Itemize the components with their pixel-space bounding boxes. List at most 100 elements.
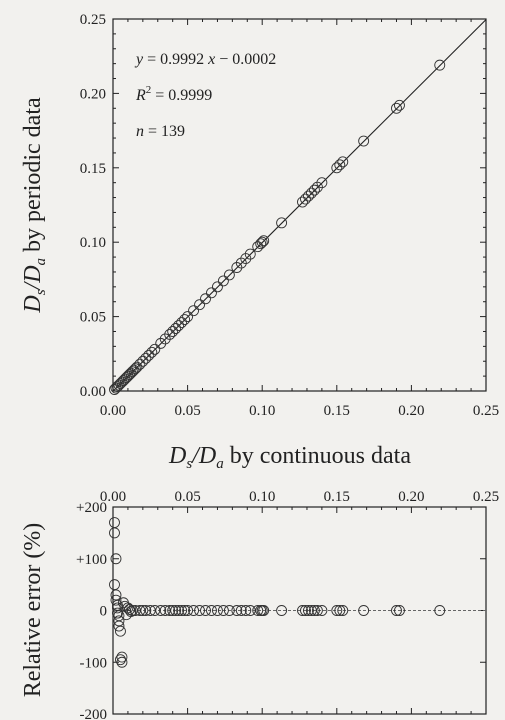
bottom-data-point <box>358 605 370 616</box>
bottom-data-point <box>300 605 311 616</box>
bottom-data-point <box>164 605 176 616</box>
bottom-data-point <box>110 594 122 606</box>
bottom-data-point <box>109 517 120 528</box>
bottom-data-point <box>316 605 328 616</box>
top-data-point <box>240 253 252 265</box>
bottom-x-tick-label: 0.20 <box>398 489 424 505</box>
top-data-point <box>137 355 149 367</box>
top-data-point <box>303 190 314 202</box>
top-data-point <box>252 241 264 253</box>
top-data-point <box>128 364 140 376</box>
top-data-point <box>316 177 328 189</box>
bottom-data-point <box>115 625 126 637</box>
equation-annotation: y = 0.9992 x − 0.0002 <box>134 51 276 68</box>
bottom-data-point <box>258 605 270 616</box>
bottom-data-point <box>155 605 167 616</box>
top-data-point <box>113 379 125 391</box>
top-data-point <box>394 99 405 111</box>
bottom-y-axis-title: Relative error (%) <box>20 523 46 698</box>
bottom-x-tick-label: 0.15 <box>324 489 350 505</box>
top-data-point <box>134 358 146 370</box>
top-data-point <box>126 366 138 378</box>
bottom-data-point <box>252 605 264 616</box>
top-data-point <box>300 193 311 205</box>
bottom-data-point <box>137 605 149 616</box>
top-data-point <box>211 281 223 293</box>
top-y-tick-label: 0.05 <box>80 310 106 326</box>
top-data-point <box>311 181 323 193</box>
bottom-data-point <box>217 605 229 616</box>
top-data-point <box>176 317 188 329</box>
top-data-point <box>334 159 346 171</box>
bottom-x-tick-label: 0.25 <box>473 489 499 505</box>
bottom-x-tick-label: 0.10 <box>249 489 275 505</box>
top-data-point <box>173 320 185 331</box>
top-x-axis-title: Ds/Da by continuous data <box>168 443 411 472</box>
bottom-data-point <box>110 589 122 601</box>
bottom-data-point <box>188 605 200 616</box>
bottom-data-point <box>308 605 320 616</box>
bottom-data-points <box>109 517 446 668</box>
top-data-point <box>167 326 179 337</box>
bottom-data-point <box>113 615 125 627</box>
bottom-data-point <box>297 605 308 616</box>
top-x-tick-label: 0.00 <box>100 403 126 419</box>
n-annotation: n = 139 <box>136 123 185 140</box>
top-y-tick-label: 0.10 <box>80 235 106 251</box>
bottom-data-point <box>140 605 152 616</box>
top-data-point <box>194 299 205 311</box>
top-data-point <box>231 262 243 273</box>
top-data-point <box>188 305 200 317</box>
top-data-point <box>217 275 229 287</box>
bottom-data-point <box>167 605 179 616</box>
top-data-point <box>258 235 270 247</box>
top-data-point <box>122 370 134 382</box>
bottom-data-point <box>206 605 217 616</box>
bottom-data-point <box>125 606 137 617</box>
bottom-data-point <box>116 651 128 663</box>
bottom-data-point <box>200 605 211 616</box>
bottom-data-point <box>276 605 288 616</box>
bottom-data-point <box>112 599 123 611</box>
bottom-data-point <box>223 605 235 616</box>
bottom-y-tick-label: +200 <box>76 500 107 516</box>
top-data-point <box>235 257 247 269</box>
top-data-point <box>297 196 308 208</box>
top-data-point <box>110 382 122 394</box>
top-data-point <box>276 217 288 229</box>
bottom-data-point <box>176 605 188 616</box>
top-data-points <box>109 59 446 395</box>
top-axis-ticks: 0.00 0.05 0.10 0.15 0.20 0.25 0.00 0.05 0.10 0.15… <box>80 12 499 419</box>
top-data-point <box>331 162 343 174</box>
top-data-point <box>164 329 176 340</box>
top-data-point <box>129 363 141 375</box>
top-data-point <box>434 59 446 71</box>
bottom-data-point <box>331 605 343 616</box>
r-squared-annotation: R2 = 0.9999 <box>135 84 212 104</box>
top-y-tick-label: 0.20 <box>80 86 106 102</box>
bottom-data-point <box>109 527 120 539</box>
bottom-data-point <box>235 605 247 616</box>
top-y-tick-label: 0.00 <box>80 384 106 400</box>
bottom-data-point <box>194 605 205 616</box>
bottom-data-point <box>311 605 323 616</box>
bottom-data-point <box>112 607 123 619</box>
bottom-x-tick-label: 0.05 <box>174 489 200 505</box>
top-data-point <box>244 248 256 260</box>
top-data-point <box>123 369 135 381</box>
bottom-data-point <box>240 605 252 616</box>
top-data-point <box>120 372 132 384</box>
top-data-point <box>256 236 268 248</box>
bottom-data-point <box>179 605 191 616</box>
top-data-point <box>159 333 171 345</box>
bottom-data-point <box>434 605 446 616</box>
top-data-point <box>206 287 217 299</box>
top-data-point <box>308 184 320 196</box>
bottom-data-point <box>231 605 243 616</box>
top-y-axis-title: Ds/Da by periodic data <box>20 97 49 314</box>
bottom-data-point <box>303 605 314 616</box>
top-data-point <box>305 187 317 199</box>
top-data-point <box>255 238 267 250</box>
top-data-point <box>179 314 191 326</box>
